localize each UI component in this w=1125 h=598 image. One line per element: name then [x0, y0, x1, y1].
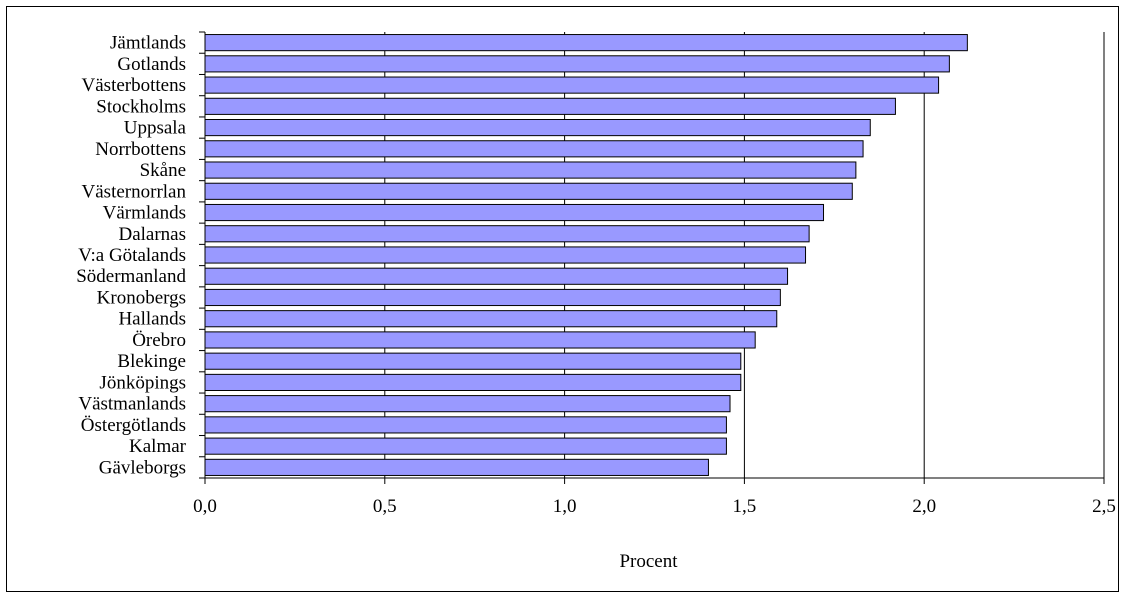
bar [204, 310, 778, 328]
category-label: V:a Götalands [78, 245, 186, 266]
x-axis-title: Procent [619, 551, 678, 572]
axes [199, 31, 1105, 484]
bar [204, 140, 864, 158]
x-tick-label: 2,0 [912, 496, 936, 517]
category-label: Östergötlands [81, 415, 186, 436]
category-label: Kronobergs [97, 287, 186, 308]
category-label: Gotlands [117, 54, 186, 75]
bar [204, 395, 731, 413]
bar [204, 225, 810, 243]
bar [204, 161, 857, 179]
bar [204, 203, 825, 222]
bar [204, 76, 940, 94]
category-label: Skåne [140, 160, 186, 181]
category-label: Dalarnas [118, 224, 186, 245]
tick-labels: 0,0 0,5 1,0 1,5 2,0 2,5 [193, 496, 1116, 517]
bar [204, 331, 756, 349]
bar [204, 458, 709, 476]
category-labels: JämtlandsGotlandsVästerbottensStockholms… [76, 33, 186, 479]
category-label: Kalmar [129, 436, 187, 457]
category-label: Västmanlands [78, 394, 186, 415]
category-label: Jämtlands [110, 33, 186, 54]
category-label: Örebro [132, 330, 186, 351]
bar [204, 97, 896, 115]
bar [204, 34, 968, 52]
bar [204, 55, 950, 73]
category-label: Västerbottens [82, 75, 186, 96]
category-label: Värmlands [103, 203, 186, 224]
category-label: Stockholms [96, 96, 186, 117]
bars [204, 34, 968, 476]
bar [204, 373, 742, 391]
category-label: Västernorrlan [82, 181, 187, 202]
bar [204, 267, 789, 285]
category-label: Hallands [118, 309, 186, 330]
category-label: Uppsala [124, 118, 187, 139]
category-label: Södermanland [76, 266, 186, 287]
bar [204, 246, 807, 264]
bar [204, 416, 727, 434]
category-label: Jönköpings [99, 372, 186, 393]
x-tick-label: 0,5 [373, 496, 397, 517]
category-label: Blekinge [117, 351, 186, 372]
category-label: Gävleborgs [99, 457, 186, 478]
x-tick-label: 1,5 [733, 496, 757, 517]
x-tick-label: 1,0 [553, 496, 577, 517]
bar [204, 119, 871, 137]
x-tick-label: 0,0 [193, 496, 217, 517]
category-label: Norrbottens [95, 139, 186, 160]
bar [204, 288, 781, 307]
bar [204, 352, 742, 370]
bar [204, 182, 853, 200]
bar [204, 437, 727, 455]
x-tick-label: 2,5 [1092, 496, 1116, 517]
